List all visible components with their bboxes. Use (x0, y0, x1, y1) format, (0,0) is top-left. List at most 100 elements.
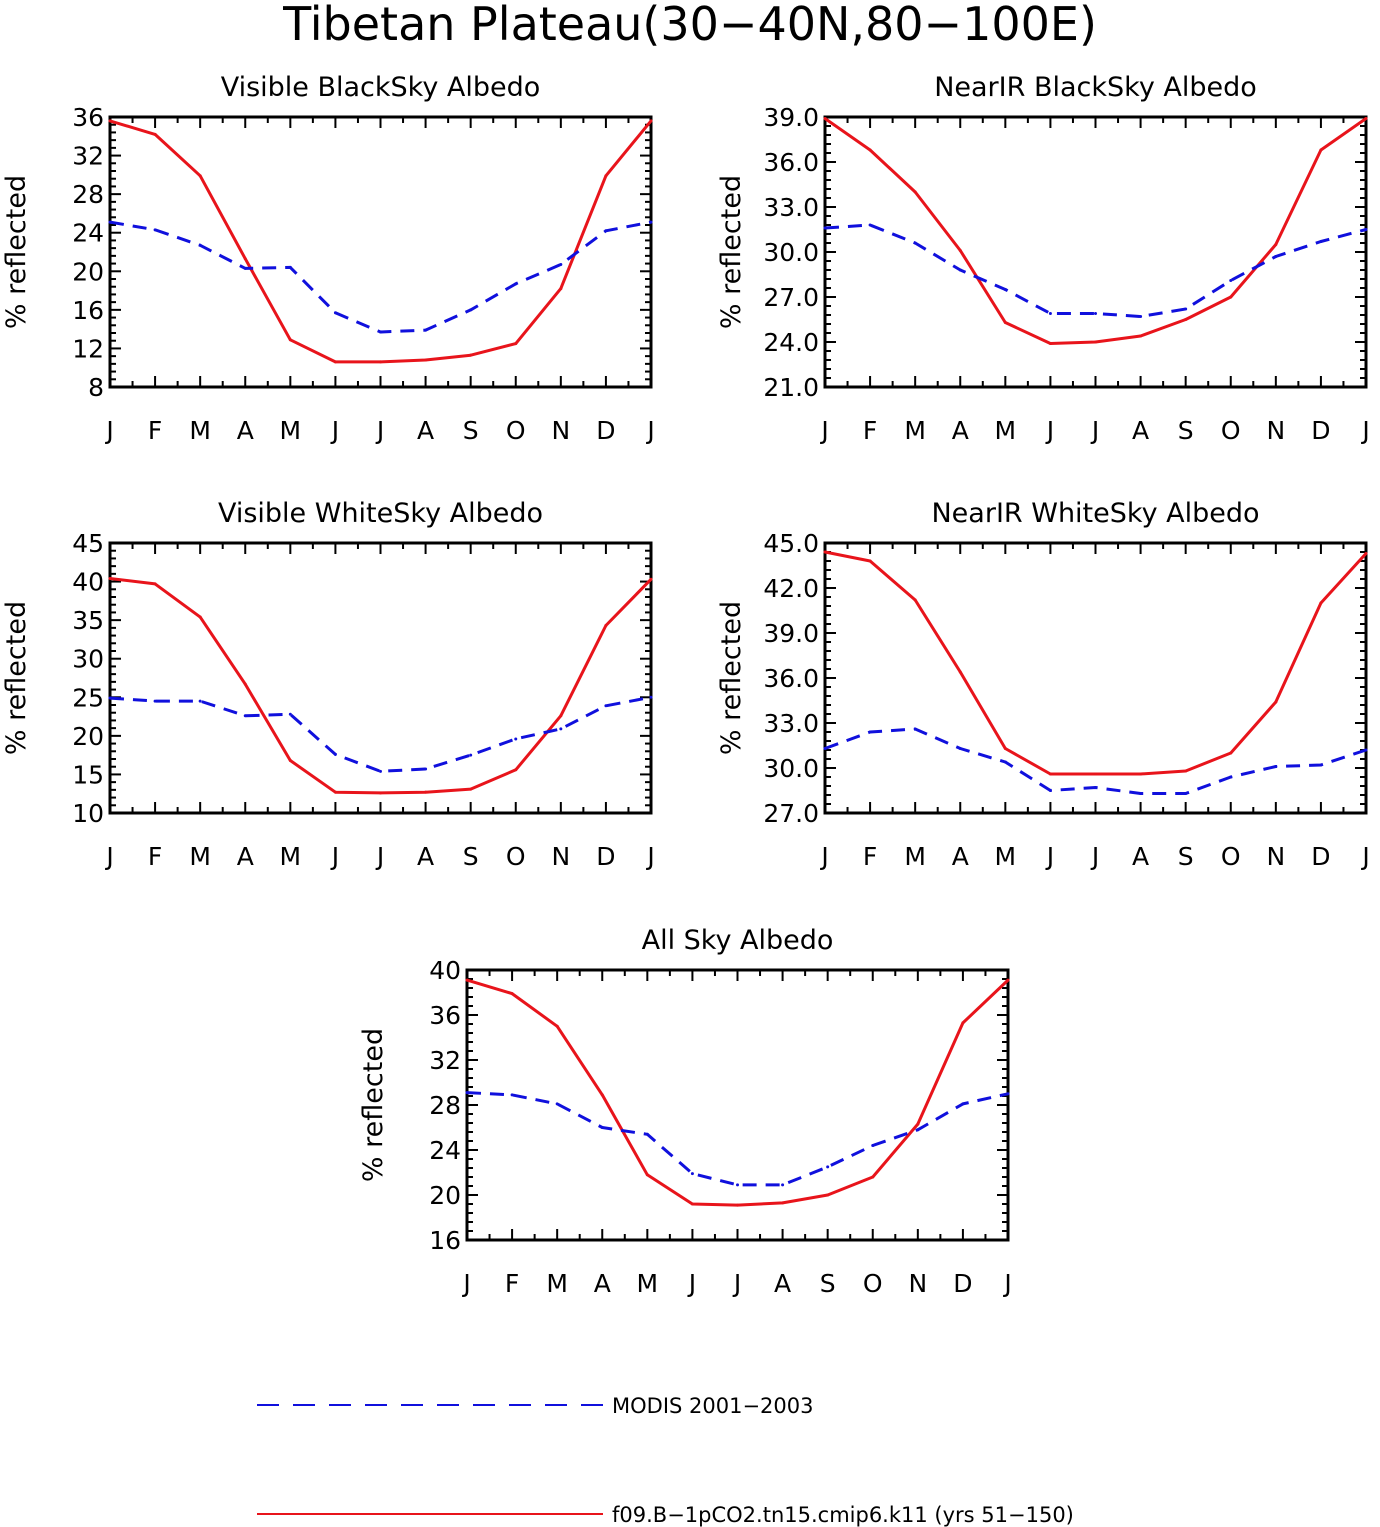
data-point (559, 263, 563, 267)
x-tick-label: M (280, 842, 302, 871)
y-tick-label: 16 (72, 296, 104, 325)
data-point (198, 174, 202, 178)
data-point (1184, 792, 1188, 795)
panel-title: All Sky Albedo (642, 925, 834, 956)
x-tick-label: J (104, 416, 113, 445)
figure-title: Tibetan Plateau(30−40N,80−100E) (282, 0, 1097, 51)
y-tick-label: 36.0 (763, 664, 819, 693)
data-point (108, 220, 112, 224)
data-point (333, 790, 337, 794)
x-tick-label: A (417, 416, 434, 445)
data-point (958, 268, 962, 272)
data-point (198, 699, 202, 703)
data-point (510, 992, 514, 996)
x-tick-label: M (189, 842, 211, 871)
y-tick-label: 30 (72, 645, 104, 674)
y-tick-label: 45 (72, 529, 104, 558)
data-point (1003, 760, 1007, 764)
x-tick-label: M (280, 416, 302, 445)
x-tick-label: S (820, 1269, 836, 1298)
data-point (465, 978, 469, 982)
x-tick-label: J (1360, 842, 1369, 871)
x-tick-label: M (904, 842, 926, 871)
data-point (108, 696, 112, 700)
data-point (1274, 765, 1278, 768)
data-point (1048, 789, 1052, 792)
legend-label: MODIS 2001−2003 (612, 1394, 814, 1418)
legend: MODIS 2001−2003 f09.B−1pCO2.tn15.cmip6.k1… (257, 1394, 1074, 1527)
data-point (559, 727, 563, 731)
series-line-model (466, 978, 1010, 1207)
data-point (736, 1203, 739, 1207)
y-tick-label: 27.0 (763, 799, 819, 828)
data-point (645, 1173, 649, 1177)
y-tick-label: 21.0 (763, 373, 819, 402)
legend-label: f09.B−1pCO2.tn15.cmip6.k11 (yrs 51−150) (612, 1503, 1074, 1527)
data-point (871, 1144, 875, 1147)
data-point (871, 1175, 875, 1179)
y-tick-label: 42.0 (763, 574, 819, 603)
data-point (510, 1093, 514, 1097)
x-tick-label: A (237, 416, 254, 445)
data-point (868, 730, 872, 734)
y-tick-label: 36 (429, 1001, 461, 1030)
tick-marks (109, 542, 652, 814)
data-point (1139, 772, 1143, 776)
x-tick-label: A (952, 842, 969, 871)
data-point (823, 747, 827, 750)
x-tick-label: O (863, 1269, 883, 1298)
series-line-model (109, 577, 653, 795)
x-tick-label: J (375, 842, 384, 871)
data-point (153, 699, 157, 703)
x-tick-label: N (1266, 416, 1285, 445)
x-tick-label: F (863, 416, 877, 445)
x-tick-label: F (148, 842, 162, 871)
x-tick-label: D (1311, 416, 1330, 445)
data-point (600, 1093, 604, 1097)
data-point (1006, 1092, 1010, 1096)
data-point (555, 1024, 559, 1028)
data-point (1229, 295, 1233, 299)
data-point (333, 752, 337, 756)
data-point (1003, 288, 1007, 291)
data-point (1364, 117, 1368, 120)
x-tick-label: J (104, 842, 113, 871)
x-tick-label: J (1090, 842, 1099, 871)
x-tick-label: J (687, 1269, 696, 1298)
series-line-modis (109, 695, 652, 773)
data-point (1364, 228, 1368, 231)
series-line-model (824, 550, 1368, 776)
data-point (1094, 772, 1097, 776)
data-point (868, 223, 872, 227)
data-point (288, 712, 292, 716)
data-point (514, 768, 518, 772)
x-tick-label: J (1090, 416, 1099, 445)
series-line-modis (109, 220, 652, 334)
tick-marks (824, 542, 1367, 814)
data-point (1139, 792, 1143, 795)
x-tick-label: A (237, 842, 254, 871)
x-tick-label: M (189, 416, 211, 445)
data-point (913, 598, 917, 602)
data-point (514, 737, 518, 741)
x-tick-label: N (908, 1269, 927, 1298)
y-tick-label: 30.0 (763, 754, 819, 783)
y-tick-label: 10 (72, 799, 104, 828)
x-tick-label: D (953, 1269, 972, 1298)
data-point (826, 1165, 830, 1169)
data-point (916, 1128, 920, 1132)
x-tick-label: J (732, 1269, 741, 1298)
data-point (559, 287, 563, 291)
y-tick-label: 39.0 (763, 103, 819, 132)
data-point (379, 360, 382, 364)
data-point (514, 342, 518, 346)
data-point (649, 577, 653, 581)
y-tick-label: 33.0 (763, 709, 819, 738)
data-point (1003, 321, 1007, 324)
series-line-modis (824, 727, 1367, 795)
data-point (514, 282, 518, 286)
legend-item-modis: MODIS 2001−2003 (257, 1394, 814, 1418)
data-point (153, 228, 157, 232)
